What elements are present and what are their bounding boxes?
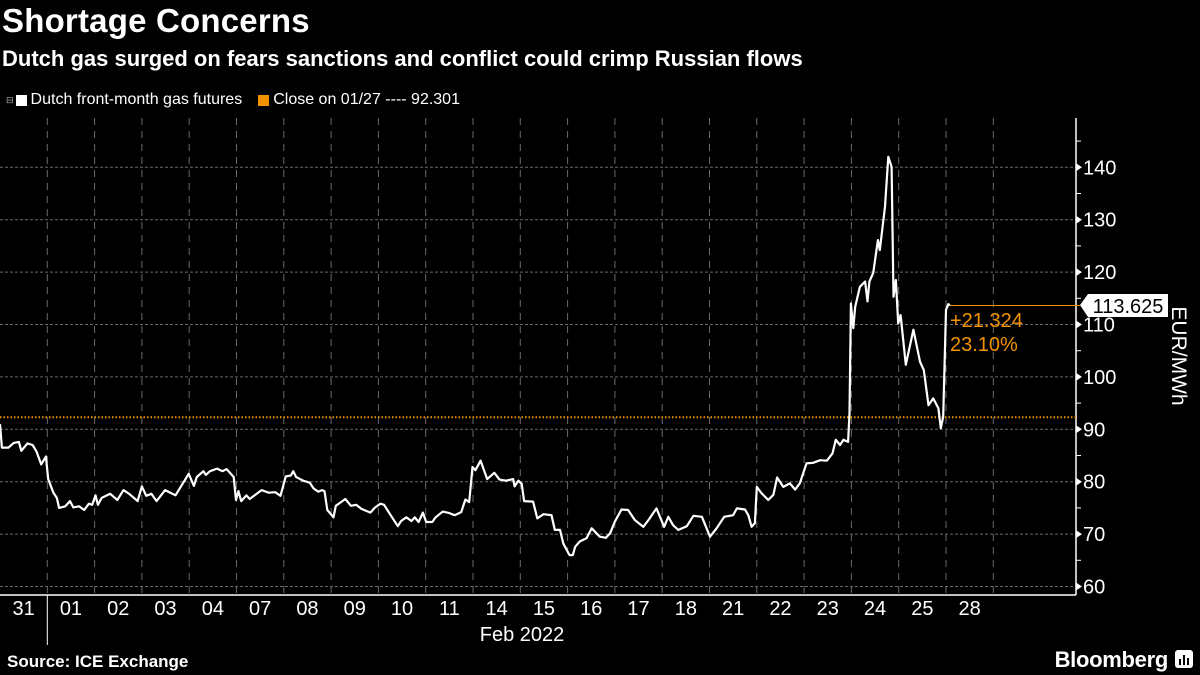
x-tick-label: 02 (107, 598, 129, 620)
x-tick-label: 18 (675, 598, 697, 620)
y-tick-label: 110 (1083, 315, 1115, 337)
y-tick-label: 70 (1083, 524, 1105, 546)
y-tick-marker (1076, 530, 1082, 539)
x-tick-label: 04 (202, 598, 224, 620)
y-tick-label: 80 (1083, 472, 1105, 494)
change-pct-annotation: 23.10% (950, 334, 1018, 356)
x-tick-label: 10 (391, 598, 413, 620)
x-tick-label: 22 (769, 598, 791, 620)
x-tick-label: 01 (60, 598, 82, 620)
x-tick-label: 15 (533, 598, 555, 620)
x-tick-label: 31 (13, 598, 35, 620)
source-note: Source: ICE Exchange (7, 652, 189, 671)
y-tick-marker (1076, 163, 1082, 172)
x-tick-label: 25 (911, 598, 933, 620)
y-tick-label: 130 (1083, 210, 1116, 232)
y-tick-label: 120 (1083, 262, 1116, 284)
legend-item-close: Close on 01/27 ---- 92.301 (258, 91, 460, 109)
x-tick-label: 07 (249, 598, 271, 620)
x-tick-label: 23 (817, 598, 839, 620)
y-tick-label: 100 (1083, 367, 1116, 389)
change-annotation: +21.324 (950, 310, 1023, 332)
legend-item-futures: ⊟ Dutch front-month gas futures (6, 91, 242, 109)
series-line-dutch-gas-futures (0, 155, 951, 557)
y-tick-marker (1076, 582, 1082, 591)
x-tick-label: 17 (627, 598, 649, 620)
last-value-badge: 113.625 (1080, 294, 1168, 318)
legend-label: Close on 01/27 ---- 92.301 (273, 91, 460, 108)
y-tick-marker (1076, 268, 1082, 277)
y-tick-marker (1076, 372, 1082, 381)
y-tick-marker (1076, 425, 1082, 434)
x-tick-label: 11 (439, 598, 460, 620)
x-tick-label: 16 (580, 598, 602, 620)
x-tick-label: 28 (959, 598, 981, 620)
x-tick-label: 08 (296, 598, 318, 620)
legend-toggle-icon[interactable]: ⊟ (6, 94, 14, 105)
x-axis-month-label: Feb 2022 (480, 624, 565, 646)
legend: ⊟ Dutch front-month gas futures Close on… (6, 91, 476, 109)
x-tick-label: 09 (344, 598, 366, 620)
legend-label: Dutch front-month gas futures (30, 91, 243, 108)
bloomberg-logo: Bloomberg (1054, 647, 1169, 672)
x-tick-label: 03 (154, 598, 176, 620)
y-tick-marker (1076, 215, 1082, 224)
x-tick-label: 21 (722, 598, 744, 620)
y-tick-label: 90 (1083, 419, 1105, 441)
chart-title: Shortage Concerns (2, 2, 310, 39)
last-value-text: 113.625 (1093, 296, 1164, 318)
y-axis-title: EUR/MWh (1167, 306, 1190, 405)
legend-swatch-orange (258, 94, 270, 106)
y-tick-label: 60 (1083, 577, 1105, 599)
y-tick-marker (1076, 320, 1082, 329)
legend-swatch-white (15, 94, 27, 106)
bloomberg-chart-icon (1175, 650, 1193, 668)
x-tick-label: 14 (486, 598, 508, 620)
y-tick-label: 140 (1083, 157, 1116, 179)
y-tick-marker (1076, 477, 1082, 486)
x-tick-label: 24 (864, 598, 886, 620)
chart-subtitle: Dutch gas surged on fears sanctions and … (2, 46, 803, 71)
